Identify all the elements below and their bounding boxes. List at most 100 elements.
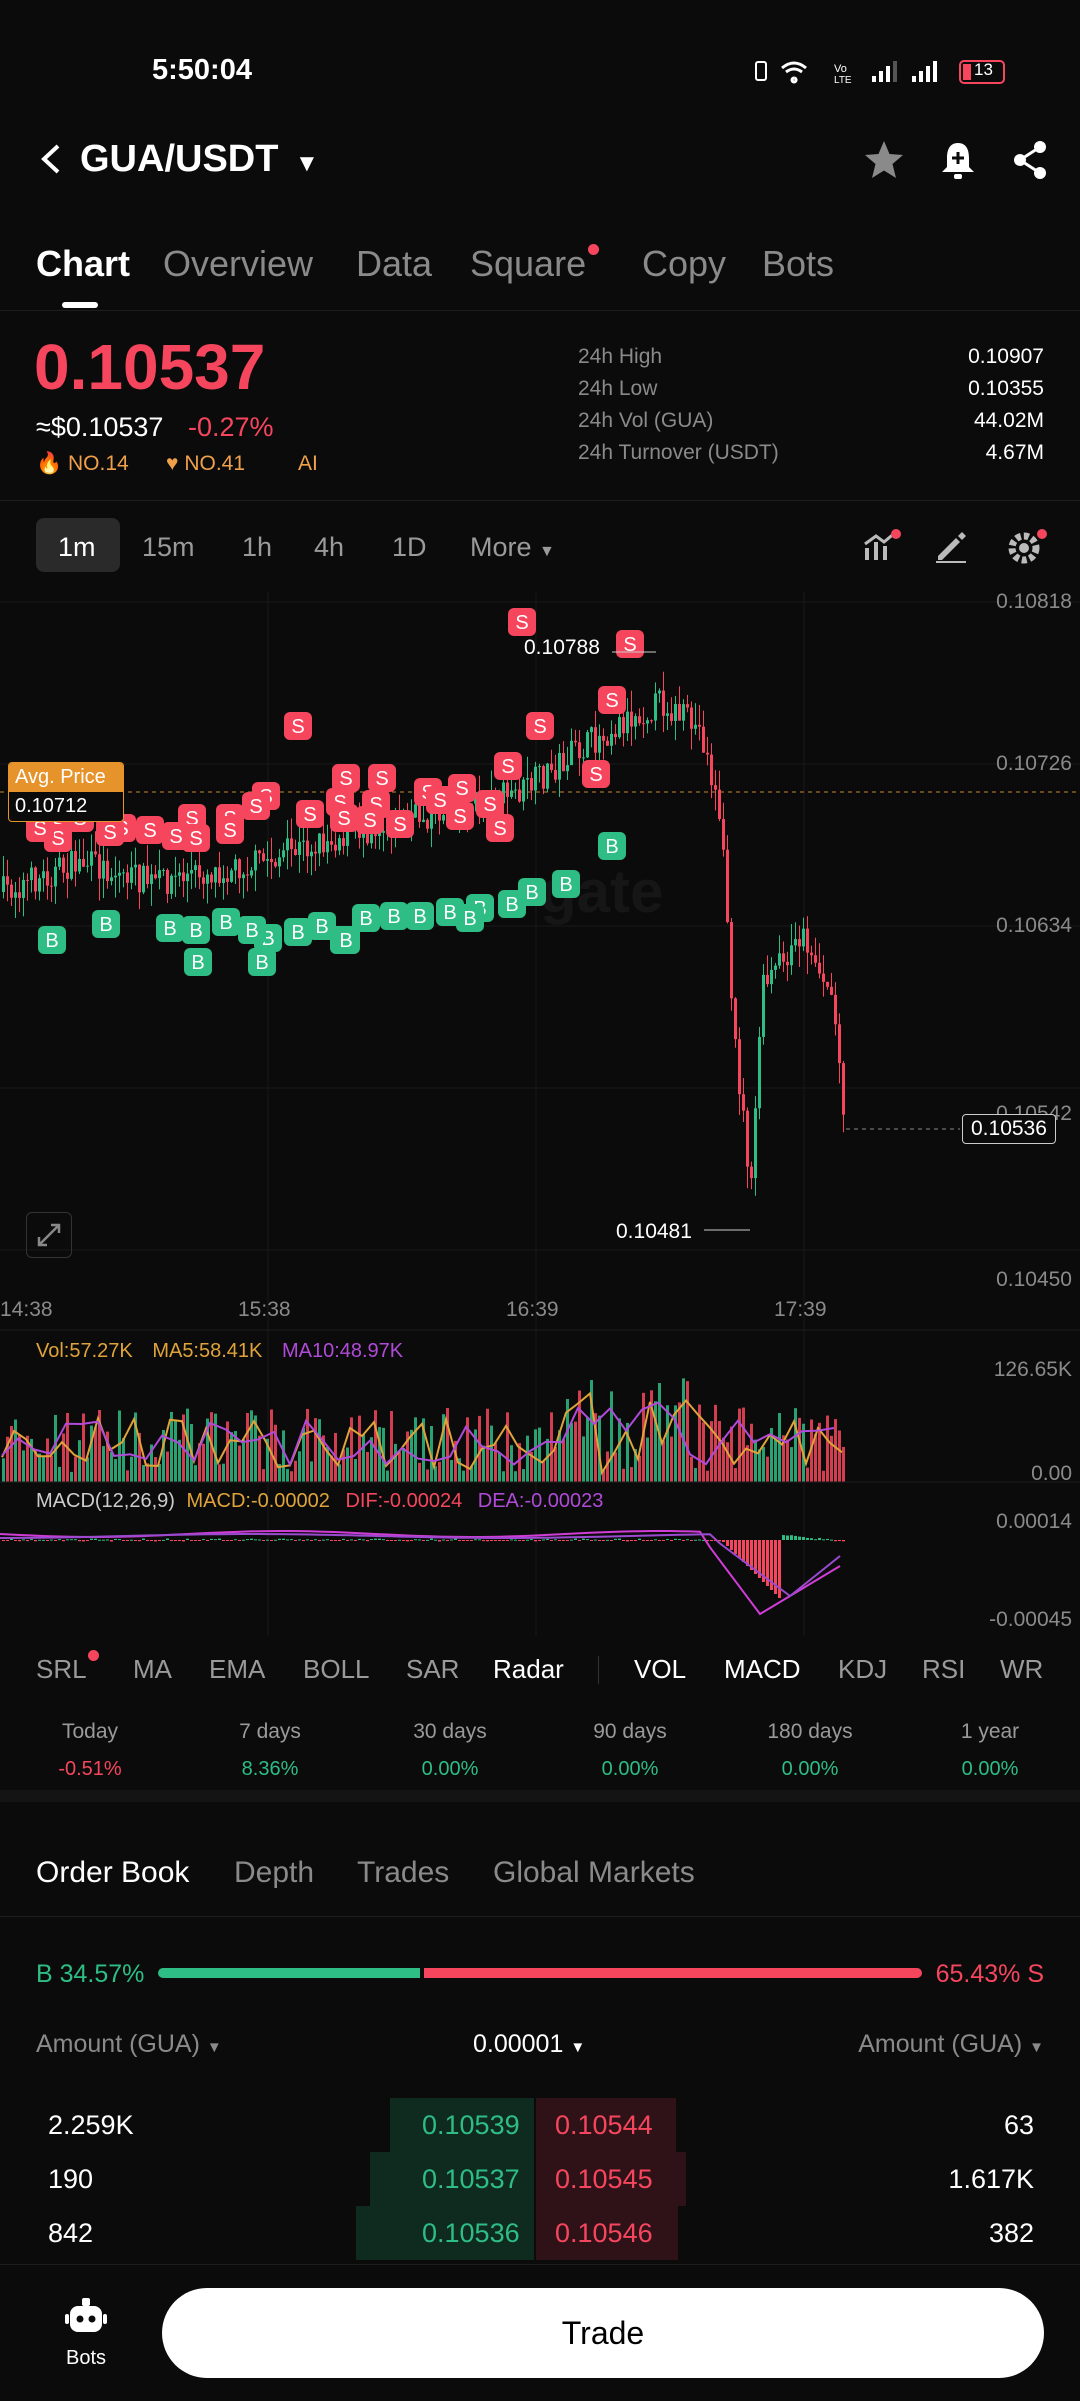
buy-marker[interactable]: B xyxy=(352,904,380,932)
interval-1h[interactable]: 1h xyxy=(242,532,273,562)
indicator-ma[interactable]: MA xyxy=(133,1654,172,1684)
bots-nav[interactable]: Bots xyxy=(46,2296,126,2370)
sell-marker[interactable]: S xyxy=(598,686,626,714)
trade-button[interactable]: Trade xyxy=(162,2288,1044,2378)
buy-marker[interactable]: B xyxy=(380,902,408,930)
indicator-vol[interactable]: VOL xyxy=(634,1654,687,1684)
sell-marker[interactable]: S xyxy=(136,816,164,844)
tab-square[interactable]: Square xyxy=(470,243,587,284)
indicators-icon[interactable] xyxy=(862,528,902,569)
sell-marker[interactable]: S xyxy=(386,810,414,838)
sell-marker[interactable]: S xyxy=(162,822,190,850)
sell-marker[interactable]: S xyxy=(448,774,476,802)
indicator-radar[interactable]: Radar xyxy=(493,1654,564,1684)
interval-15m[interactable]: 15m xyxy=(142,532,195,562)
tab-bots[interactable]: Bots xyxy=(762,243,835,284)
sell-marker[interactable]: S xyxy=(284,712,312,740)
candle-body xyxy=(230,870,233,882)
indicator-wr[interactable]: WR xyxy=(1000,1654,1044,1684)
buy-marker[interactable]: B xyxy=(212,908,240,936)
back-icon[interactable] xyxy=(36,142,66,181)
tab-chart[interactable]: Chart xyxy=(36,243,131,284)
buy-marker[interactable]: B xyxy=(552,870,580,898)
price-alert-bell-icon[interactable] xyxy=(936,138,980,187)
tab-data[interactable]: Data xyxy=(356,243,433,284)
tab-depth[interactable]: Depth xyxy=(234,1856,315,1889)
favorite-star-icon[interactable] xyxy=(862,138,906,187)
buy-marker[interactable]: B xyxy=(284,918,312,946)
indicator-sar[interactable]: SAR xyxy=(406,1654,460,1684)
sell-marker[interactable]: S xyxy=(508,608,536,636)
sell-marker[interactable]: S xyxy=(356,806,384,834)
sell-marker[interactable]: S xyxy=(332,764,360,792)
fullscreen-expand-icon[interactable] xyxy=(26,1212,72,1258)
chart-settings-gear-icon[interactable] xyxy=(1004,526,1048,571)
orderbook-row[interactable]: 190 0.10537 0.10545 1.617K xyxy=(0,2152,1080,2206)
interval-more[interactable]: More ▼ xyxy=(470,532,555,563)
sell-marker[interactable]: S xyxy=(494,752,522,780)
ai-badge[interactable]: AI xyxy=(298,452,318,475)
buy-marker[interactable]: B xyxy=(332,926,360,954)
tab-overview[interactable]: Overview xyxy=(163,243,314,284)
rank-hot[interactable]: 🔥 NO.14 xyxy=(36,452,129,476)
avg-price-tag: Avg. Price 0.10712 xyxy=(8,762,124,822)
indicator-rsi[interactable]: RSI xyxy=(922,1654,966,1684)
volume-bar xyxy=(370,1437,373,1482)
sell-marker[interactable]: S xyxy=(526,712,554,740)
tab-order-book[interactable]: Order Book xyxy=(36,1856,190,1889)
candle-body xyxy=(178,872,181,876)
buy-marker[interactable]: B xyxy=(498,890,526,918)
buy-marker[interactable]: B xyxy=(182,916,210,944)
indicator-srl[interactable]: SRL xyxy=(36,1654,87,1684)
buy-marker[interactable]: B xyxy=(38,926,66,954)
volume-bar xyxy=(458,1458,461,1482)
draw-pencil-icon[interactable] xyxy=(932,528,970,569)
candle-body xyxy=(802,928,805,947)
sell-marker[interactable]: S xyxy=(446,802,474,830)
buy-marker[interactable]: B xyxy=(456,904,484,932)
sell-marker[interactable]: S xyxy=(368,764,396,792)
candle-body xyxy=(662,690,665,716)
buy-marker[interactable]: B xyxy=(406,902,434,930)
sell-marker[interactable]: S xyxy=(296,800,324,828)
interval-1d[interactable]: 1D xyxy=(392,532,427,562)
buy-marker[interactable]: B xyxy=(308,912,336,940)
rank-fav[interactable]: ♥ NO.41 xyxy=(166,452,245,476)
macd-bar xyxy=(154,1540,157,1542)
share-icon[interactable] xyxy=(1008,138,1052,187)
buy-marker[interactable]: B xyxy=(92,910,120,938)
sell-marker[interactable]: S xyxy=(486,814,514,842)
sell-marker[interactable]: S xyxy=(476,790,504,818)
col-right-amount[interactable]: Amount (GUA) ▼ xyxy=(858,2030,1044,2059)
buy-marker[interactable]: B xyxy=(156,914,184,942)
volume-bar xyxy=(530,1451,533,1482)
tab-trades[interactable]: Trades xyxy=(357,1856,450,1889)
candlestick-chart[interactable]: gate SSSSSSSSSSSSSSSSSSSSSSSSSSSSSSSSSSS… xyxy=(0,590,1080,1636)
sell-marker[interactable]: S xyxy=(616,630,644,658)
buy-marker[interactable]: B xyxy=(248,948,276,976)
svg-text:B: B xyxy=(413,906,426,928)
tab-global-markets[interactable]: Global Markets xyxy=(493,1856,695,1889)
buy-marker[interactable]: B xyxy=(598,832,626,860)
orderbook-row[interactable]: 2.259K 0.10539 0.10544 63 xyxy=(0,2098,1080,2152)
precision-selector[interactable]: 0.00001 ▼ xyxy=(473,2030,585,2059)
indicator-boll[interactable]: BOLL xyxy=(303,1654,370,1684)
col-left-amount[interactable]: Amount (GUA) ▼ xyxy=(36,2030,222,2059)
sell-marker[interactable]: S xyxy=(582,760,610,788)
pair-selector[interactable]: GUA/USDT ▼ xyxy=(80,138,319,181)
indicator-ema[interactable]: EMA xyxy=(209,1654,266,1684)
indicator-kdj[interactable]: KDJ xyxy=(838,1654,888,1684)
buy-marker[interactable]: B xyxy=(184,948,212,976)
interval-4h[interactable]: 4h xyxy=(314,532,345,562)
sell-marker[interactable]: S xyxy=(242,792,270,820)
macd-bar xyxy=(14,1540,17,1541)
sell-marker[interactable]: S xyxy=(330,804,358,832)
orderbook-row[interactable]: 842 0.10536 0.10546 382 xyxy=(0,2206,1080,2260)
interval-1m[interactable]: 1m xyxy=(58,532,96,562)
indicator-macd[interactable]: MACD xyxy=(724,1654,801,1684)
buy-marker[interactable]: B xyxy=(238,916,266,944)
tab-copy[interactable]: Copy xyxy=(642,243,727,284)
sell-marker[interactable]: S xyxy=(216,816,244,844)
candle-body xyxy=(794,939,797,946)
sell-marker[interactable]: S xyxy=(96,818,124,846)
